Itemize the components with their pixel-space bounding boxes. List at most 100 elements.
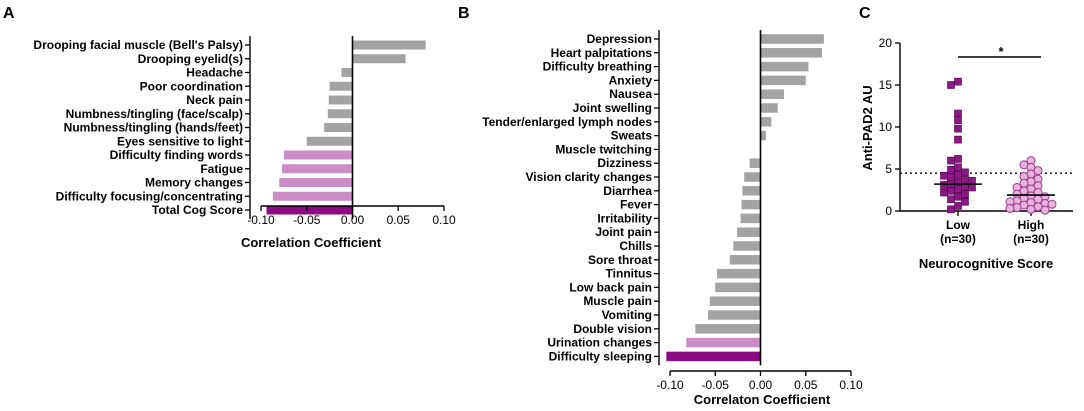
category-label: Tinnitus [606,267,653,281]
low-group-point [947,195,955,204]
bar [717,268,761,279]
category-label: Total Cog Score [152,203,243,217]
bar [760,61,809,72]
panel-a-x-axis-title: Correlation Coefficient [241,235,382,250]
bar [328,95,353,105]
bar [327,109,353,119]
panel-a-bar-chart: Drooping facial muscle (Bell's Palsy)Dro… [33,36,456,227]
category-label: Muscle pain [583,294,652,308]
y-tick-label: 5 [885,162,892,176]
panel-b-x-axis-title: Correlaton Coefficient [694,392,831,407]
low-group-point [947,166,955,174]
bar [760,103,778,113]
category-label: Fever [620,198,652,212]
low-group-point [947,81,955,89]
bar [736,227,761,237]
low-group-point [961,190,969,198]
x-tick-label: 0.10 [839,378,863,392]
category-label: Joint pain [595,225,652,239]
category-label: Poor coordination [140,79,243,93]
bar [760,75,806,86]
low-group-point [954,192,962,201]
low-group-point [968,183,976,192]
bar [760,48,823,58]
y-tick-label: 15 [879,78,893,92]
category-label: Chills [619,239,652,253]
bar [729,255,761,265]
panel-b-letter: B [458,5,470,22]
low-group-point [954,77,962,86]
panel-a-letter: A [3,5,15,22]
low-group-point [961,197,969,206]
significance-asterisk: * [998,44,1004,59]
x-tick-label: 0.05 [794,378,818,392]
bar [283,150,353,160]
category-label: Nausea [609,87,652,101]
y-tick-label: 0 [885,204,892,218]
bar [266,205,353,215]
category-label: Heart palpitations [551,46,653,60]
bar [279,178,353,187]
low-group-point [954,124,962,133]
bar [733,241,761,251]
category-label: Difficulty focusing/concentrating [56,189,243,203]
y-tick-label: 20 [879,36,893,50]
bar [329,81,353,91]
category-label: Double vision [573,322,652,336]
bar [695,324,761,334]
category-label: Difficulty finding words [110,148,244,162]
bar [282,164,353,174]
category-label: Tender/enlarged lymph nodes [482,115,652,129]
low-group-point [961,176,969,184]
category-label: Irritability [597,211,652,225]
category-label: Diarrhea [603,184,652,198]
category-label: Anxiety [609,73,653,87]
x-tick-label: -0.05 [702,378,730,392]
bar [742,186,761,196]
category-label: Drooping eyelid(s) [138,52,243,66]
category-label: Vision clarity changes [526,170,653,184]
category-label: Urination changes [547,336,652,350]
low-group-point [947,156,955,165]
category-label: Dizziness [597,156,652,170]
x-tick-label: 0.05 [387,213,411,227]
category-label: Muscle twitching [555,142,652,156]
x-tick-label: 0.00 [749,378,773,392]
category-label: Numbness/tingling (face/scalp) [66,107,243,121]
low-group-point [954,109,962,118]
low-group-point [954,185,962,193]
category-label: Depression [587,32,652,46]
bar [744,172,761,182]
low-group-point [954,116,962,125]
bar [741,199,761,210]
bar [666,351,761,362]
bar [341,68,353,77]
low-group-point [947,187,955,195]
bar [306,136,353,146]
group-label: High [1018,218,1045,232]
category-label: Low back pain [569,280,652,294]
x-tick-label: -0.10 [656,378,684,392]
bar [352,54,406,64]
category-label: Drooping facial muscle (Bell's Palsy) [33,38,243,52]
x-tick-label: -0.05 [293,213,321,227]
x-tick-label: 0.10 [432,213,456,227]
category-label: Vomiting [602,308,652,322]
bar [272,191,353,201]
bar [760,117,772,127]
high-group-point [1040,205,1050,215]
low-group-point [961,168,969,177]
bar [708,310,761,320]
category-label: Headache [186,66,243,80]
bar [709,296,761,306]
bar [749,158,761,168]
low-group-point [947,205,955,214]
low-group-point [940,171,948,180]
group-label: Low [946,218,971,232]
high-group-point [1005,203,1015,213]
panel-c-x-axis-title: Neurocognitive Score [919,256,1053,271]
group-n-label: (n=30) [1013,232,1049,246]
